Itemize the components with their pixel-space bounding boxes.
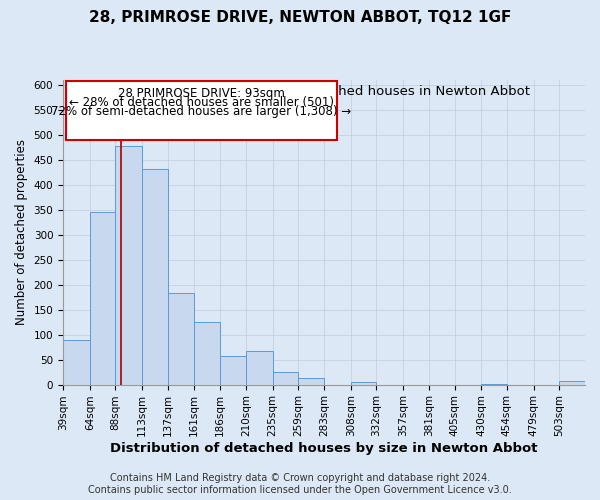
Text: 72% of semi-detached houses are larger (1,308) →: 72% of semi-detached houses are larger (… — [52, 105, 352, 118]
Bar — [298, 378, 324, 384]
Text: Contains HM Land Registry data © Crown copyright and database right 2024.
Contai: Contains HM Land Registry data © Crown c… — [88, 474, 512, 495]
Bar — [63, 340, 90, 384]
Bar — [142, 169, 168, 384]
Text: 28 PRIMROSE DRIVE: 93sqm: 28 PRIMROSE DRIVE: 93sqm — [118, 87, 285, 100]
FancyBboxPatch shape — [66, 81, 337, 140]
Text: ← 28% of detached houses are smaller (501): ← 28% of detached houses are smaller (50… — [69, 96, 334, 109]
Bar — [168, 293, 194, 384]
Bar — [194, 322, 220, 384]
Text: Size of property relative to detached houses in Newton Abbot: Size of property relative to detached ho… — [118, 84, 530, 98]
Bar — [220, 356, 246, 384]
X-axis label: Distribution of detached houses by size in Newton Abbot: Distribution of detached houses by size … — [110, 442, 538, 455]
Bar — [272, 372, 298, 384]
Bar — [351, 382, 376, 384]
Y-axis label: Number of detached properties: Number of detached properties — [15, 140, 28, 326]
Bar — [246, 351, 272, 384]
Text: 28, PRIMROSE DRIVE, NEWTON ABBOT, TQ12 1GF: 28, PRIMROSE DRIVE, NEWTON ABBOT, TQ12 1… — [89, 10, 511, 25]
Bar — [90, 212, 115, 384]
Bar — [559, 380, 585, 384]
Bar — [115, 146, 142, 384]
